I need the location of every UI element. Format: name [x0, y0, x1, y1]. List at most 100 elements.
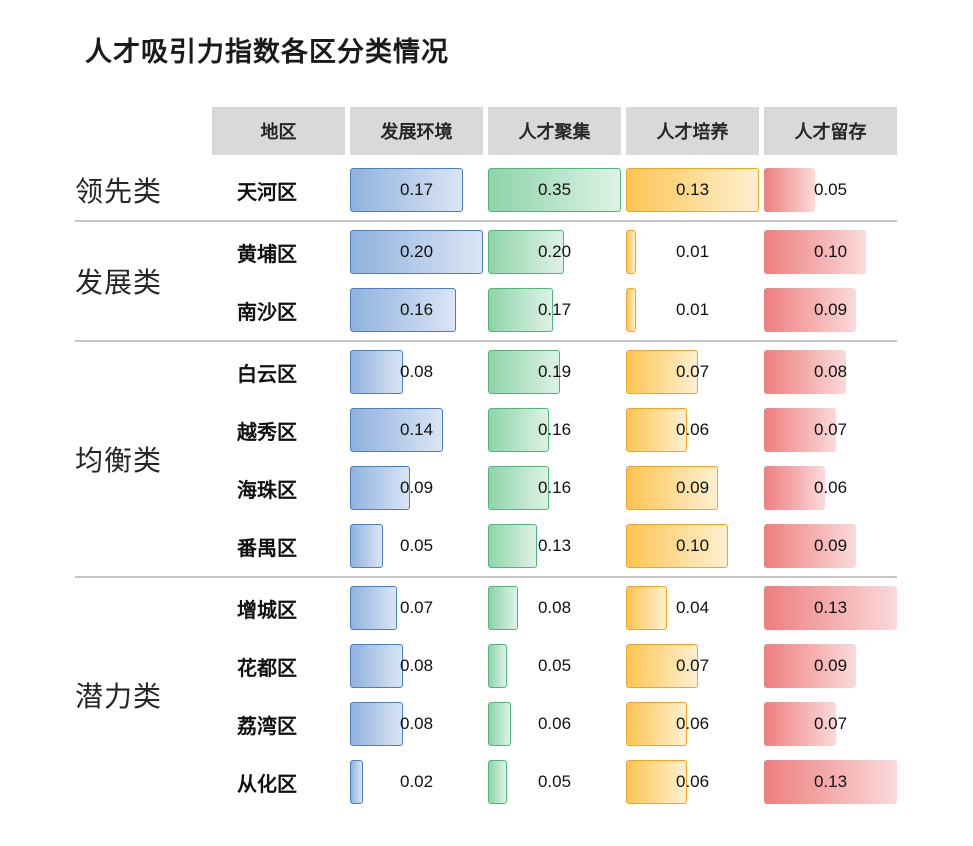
- value-label: 0.17: [537, 300, 572, 319]
- value-label: 0.16: [537, 478, 572, 497]
- value-cell: 0.13: [764, 753, 897, 811]
- value-label: 0.35: [537, 180, 572, 199]
- value-label: 0.16: [537, 420, 572, 439]
- bar-blue: [350, 408, 444, 452]
- group-divider: [75, 340, 897, 342]
- value-label: 0.04: [675, 598, 710, 617]
- group-label-box: 均衡类: [75, 343, 212, 575]
- value-label: 0.09: [813, 300, 848, 319]
- table-row: 越秀区 0.14 0.16 0.06 0.07: [212, 401, 897, 459]
- value-cell: 0.19: [488, 343, 621, 401]
- region-label: 花都区: [237, 657, 297, 680]
- region-label: 番禺区: [237, 537, 297, 560]
- value-cell: 0.07: [764, 401, 897, 459]
- table-row: 荔湾区 0.08 0.06 0.06 0.07: [212, 695, 897, 753]
- bar-orange: [626, 644, 698, 688]
- value-label: 0.01: [675, 300, 710, 319]
- bar-orange: [626, 760, 688, 804]
- value-cell: 0.16: [488, 459, 621, 517]
- header-col-development-environment: 发展环境: [350, 107, 483, 155]
- bar-orange: [626, 702, 688, 746]
- bar-green: [488, 586, 519, 630]
- page-title: 人才吸引力指数各区分类情况: [85, 37, 449, 67]
- bar-red: [764, 168, 816, 212]
- value-cell: 0.07: [626, 343, 759, 401]
- value-cell: 0.08: [764, 343, 897, 401]
- table-row: 海珠区 0.09 0.16 0.09 0.06: [212, 459, 897, 517]
- region-label: 黄埔区: [237, 243, 297, 266]
- value-cell: 0.05: [764, 161, 897, 219]
- value-cell: 0.10: [764, 223, 897, 281]
- value-cell: 0.20: [350, 223, 483, 281]
- value-cell: 0.01: [626, 281, 759, 339]
- value-cell: 0.02: [350, 753, 483, 811]
- region-label: 天河区: [237, 181, 297, 204]
- bar-red: [764, 466, 826, 510]
- value-label: 0.16: [399, 300, 434, 319]
- header-spacer: [75, 107, 207, 155]
- value-label: 0.06: [675, 420, 710, 439]
- value-cell: 0.17: [350, 161, 483, 219]
- bar-orange: [626, 466, 719, 510]
- region-label: 南沙区: [237, 301, 297, 324]
- value-label: 0.10: [675, 536, 710, 555]
- group-divider: [75, 220, 897, 222]
- bar-blue: [350, 586, 397, 630]
- value-cell: 0.06: [764, 459, 897, 517]
- header-region: 地区: [212, 107, 345, 155]
- value-label: 0.07: [399, 598, 434, 617]
- value-cell: 0.17: [488, 281, 621, 339]
- table-row: 花都区 0.08 0.05 0.07 0.09: [212, 637, 897, 695]
- value-cell: 0.16: [488, 401, 621, 459]
- value-label: 0.20: [399, 242, 434, 261]
- bar-green: [488, 408, 549, 452]
- bar-orange: [626, 350, 698, 394]
- group-label-box: 潜力类: [75, 579, 212, 811]
- value-cell: 0.08: [350, 343, 483, 401]
- value-label: 0.07: [675, 362, 710, 381]
- value-cell: 0.16: [350, 281, 483, 339]
- group-3: 均衡类 白云区 0.08 0.19 0.07 0.08 越秀区 0.14 0.16 0.06 0.0…: [75, 343, 897, 575]
- value-label: 0.07: [813, 714, 848, 733]
- value-label: 0.06: [675, 772, 710, 791]
- value-cell: 0.09: [764, 637, 897, 695]
- value-cell: 0.13: [764, 579, 897, 637]
- bar-green: [488, 760, 507, 804]
- bar-orange: [626, 288, 637, 332]
- bar-orange: [626, 168, 759, 212]
- value-label: 0.05: [537, 656, 572, 675]
- value-cell: 0.13: [488, 517, 621, 575]
- value-cell: 0.09: [350, 459, 483, 517]
- table-row: 黄埔区 0.20 0.20 0.01 0.10: [212, 223, 897, 281]
- group-label: 均衡类: [75, 445, 163, 476]
- value-label: 0.07: [813, 420, 848, 439]
- value-label: 0.13: [675, 180, 710, 199]
- value-label: 0.08: [399, 714, 434, 733]
- value-label: 0.13: [813, 772, 848, 791]
- value-cell: 0.07: [764, 695, 897, 753]
- group-rows: 黄埔区 0.20 0.20 0.01 0.10 南沙区 0.16 0.17 0.01 0.09: [212, 223, 897, 339]
- region-label: 白云区: [237, 363, 297, 386]
- value-cell: 0.09: [764, 281, 897, 339]
- bar-green: [488, 168, 621, 212]
- region-label: 荔湾区: [237, 715, 297, 738]
- value-label: 0.08: [813, 362, 848, 381]
- group-1: 领先类 天河区 0.17 0.35 0.13 0.05: [75, 161, 897, 219]
- bar-blue: [350, 230, 483, 274]
- bar-red: [764, 288, 857, 332]
- value-label: 0.13: [813, 598, 848, 617]
- value-label: 0.08: [537, 598, 572, 617]
- value-cell: 0.20: [488, 223, 621, 281]
- value-label: 0.08: [399, 362, 434, 381]
- value-label: 0.07: [675, 656, 710, 675]
- bar-red: [764, 760, 897, 804]
- value-label: 0.19: [537, 362, 572, 381]
- value-label: 0.05: [813, 180, 848, 199]
- value-cell: 0.07: [626, 637, 759, 695]
- bar-orange: [626, 524, 729, 568]
- group-rows: 天河区 0.17 0.35 0.13 0.05: [212, 161, 897, 219]
- table-body: 领先类 天河区 0.17 0.35 0.13 0.05 发展类 黄埔区 0.20 0.20 0.01…: [75, 161, 897, 811]
- bar-blue: [350, 350, 404, 394]
- group-label: 发展类: [75, 267, 163, 298]
- bar-red: [764, 524, 857, 568]
